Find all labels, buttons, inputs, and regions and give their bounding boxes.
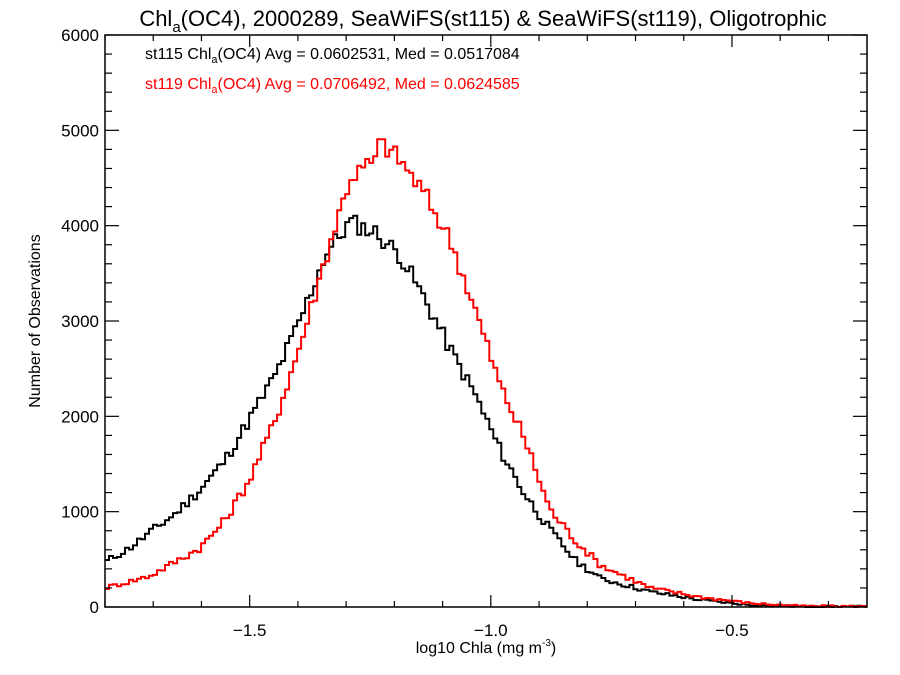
x-tick-label: −1.0 bbox=[474, 621, 508, 640]
y-tick-label: 1000 bbox=[61, 503, 99, 522]
series-line-st115 bbox=[105, 214, 867, 608]
x-tick-label: −1.5 bbox=[233, 621, 267, 640]
legend-st119-subscript: a bbox=[211, 84, 218, 96]
ticks-layer bbox=[104, 34, 867, 608]
x-axis-label: log10 Chla (mg m-3) bbox=[416, 638, 557, 657]
x-axis-label-main: log10 Chla (mg m bbox=[416, 640, 542, 657]
y-tick-label: 0 bbox=[90, 598, 99, 617]
series-line-st119 bbox=[105, 138, 867, 608]
y-tick-label: 2000 bbox=[61, 407, 99, 426]
chart-title: Chla(OC4), 2000289, SeaWiFS(st115) & Sea… bbox=[139, 6, 826, 36]
legend-st119-prefix: st119 Chl bbox=[145, 76, 211, 93]
x-tick-labels: −1.5 −1.0 −0.5 bbox=[233, 621, 749, 640]
title-subscript: a bbox=[172, 19, 181, 36]
y-tick-labels: 0 1000 2000 3000 4000 5000 6000 bbox=[61, 26, 99, 617]
y-tick-label: 3000 bbox=[61, 312, 99, 331]
series-layer bbox=[105, 138, 867, 608]
x-axis-label-close: ) bbox=[551, 640, 556, 657]
y-axis-label: Number of Observations bbox=[27, 234, 44, 407]
title-suffix: (OC4), 2000289, SeaWiFS(st115) & SeaWiFS… bbox=[181, 6, 827, 31]
x-tick-label: −0.5 bbox=[715, 621, 749, 640]
title-prefix: Chl bbox=[139, 6, 172, 31]
legend-st115-suffix: (OC4) Avg = 0.0602531, Med = 0.0517084 bbox=[218, 46, 520, 63]
plot-frame bbox=[104, 34, 868, 608]
y-tick-label: 6000 bbox=[61, 26, 99, 45]
legend-st115-prefix: st115 Chl bbox=[145, 46, 211, 63]
legend-st119-suffix: (OC4) Avg = 0.0706492, Med = 0.0624585 bbox=[218, 76, 520, 93]
legend-st115: st115 Chla(OC4) Avg = 0.0602531, Med = 0… bbox=[145, 46, 520, 66]
x-axis-label-superscript: -3 bbox=[542, 638, 551, 649]
y-tick-label: 4000 bbox=[61, 217, 99, 236]
legend-st119: st119 Chla(OC4) Avg = 0.0706492, Med = 0… bbox=[145, 76, 520, 96]
legend-st115-subscript: a bbox=[211, 54, 218, 66]
y-tick-label: 5000 bbox=[61, 121, 99, 140]
